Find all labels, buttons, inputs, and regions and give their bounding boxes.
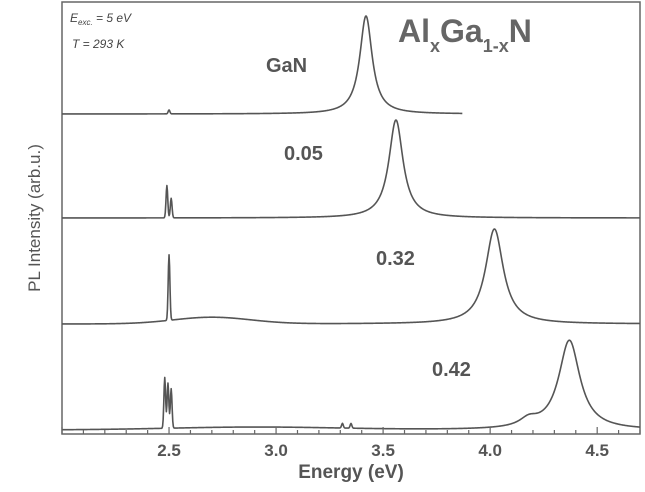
- x-tick-label: 4.5: [585, 441, 609, 460]
- y-axis-title: PL Intensity (arb.u.): [25, 144, 44, 292]
- x-tick-label: 3.0: [264, 441, 288, 460]
- x-tick-label: 4.0: [478, 441, 502, 460]
- x-axis-title: Energy (eV): [298, 462, 404, 483]
- series-line-2: [61, 119, 641, 219]
- series-label-4: 0.42: [432, 359, 471, 381]
- temperature-annotation: T = 293 K: [72, 37, 125, 51]
- series-label-1: GaN: [266, 55, 307, 77]
- excitation-annotation: Eexc. = 5 eV: [70, 11, 132, 27]
- series-line-1: [61, 15, 463, 115]
- series-label-3: 0.32: [376, 248, 415, 270]
- x-tick-label: 3.5: [371, 441, 395, 460]
- series-line-4: [61, 339, 641, 431]
- series-label-2: 0.05: [284, 143, 323, 165]
- series-line-3: [61, 228, 641, 325]
- x-tick-label: 2.5: [157, 441, 181, 460]
- formula-label: AlxGa1-xN: [398, 13, 532, 56]
